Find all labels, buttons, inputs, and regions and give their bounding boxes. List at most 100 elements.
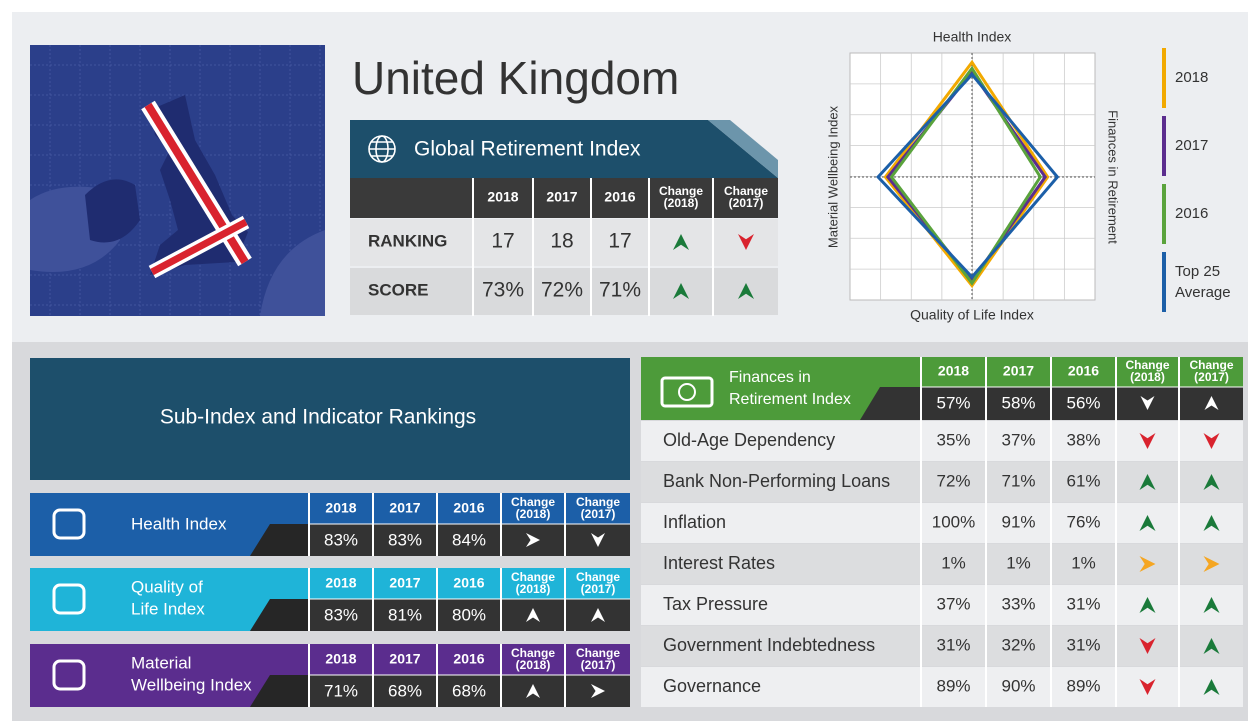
change-arrow xyxy=(1139,474,1156,490)
column-header: (2018) xyxy=(516,507,551,521)
axis-label: Finances in Retirement xyxy=(1106,110,1121,244)
fin-row xyxy=(641,585,1243,625)
change-arrow xyxy=(1203,515,1220,531)
column-header: Change xyxy=(1189,358,1233,372)
gri-title: Global Retirement Index xyxy=(414,138,641,161)
row-label: RANKING xyxy=(368,231,447,250)
block-label: Quality of xyxy=(131,577,203,596)
cell: 80% xyxy=(452,605,486,624)
column-header: 2018 xyxy=(325,575,356,591)
cell: 68% xyxy=(388,681,422,700)
column-header: (2018) xyxy=(1130,370,1165,384)
column-header: (2018) xyxy=(516,582,551,596)
cell: 90% xyxy=(1001,676,1035,695)
cell: 71% xyxy=(599,279,641,302)
cell: 31% xyxy=(936,635,970,654)
column-header: 2018 xyxy=(938,363,969,379)
cell: 76% xyxy=(1066,512,1100,531)
cell: 61% xyxy=(1066,471,1100,490)
change-arrow xyxy=(526,608,540,622)
cell: 31% xyxy=(1066,594,1100,613)
column-header: 2017 xyxy=(389,500,420,516)
gri-row xyxy=(350,268,778,315)
column-header: Change xyxy=(511,646,555,660)
block-bevel xyxy=(250,599,310,631)
cell: 56% xyxy=(1066,393,1100,412)
gri-banner-edge xyxy=(708,120,778,178)
row-label: Bank Non-Performing Loans xyxy=(663,471,890,491)
change-arrow xyxy=(1203,638,1220,654)
cell: 83% xyxy=(388,530,422,549)
cell: 17 xyxy=(491,230,514,253)
change-arrow xyxy=(1203,474,1220,490)
radar-series xyxy=(876,72,1060,280)
cell: 84% xyxy=(452,530,486,549)
change-arrow xyxy=(1139,638,1156,654)
cell: 100% xyxy=(932,512,975,531)
legend-label: 2018 xyxy=(1175,69,1208,86)
map xyxy=(30,45,325,316)
block-label: Wellbeing Index xyxy=(131,675,252,694)
column-header: (2017) xyxy=(729,196,764,210)
change-arrow xyxy=(1203,597,1220,613)
axis-label: Quality of Life Index xyxy=(910,307,1034,323)
cell: 81% xyxy=(388,605,422,624)
money-icon xyxy=(660,376,714,408)
column-header: 2017 xyxy=(389,575,420,591)
cell: 17 xyxy=(608,230,631,253)
country-title: United Kingdom xyxy=(352,52,679,104)
legend-label: Top 25 Average xyxy=(1175,263,1231,301)
row-label: Old-Age Dependency xyxy=(663,430,835,450)
fin-row xyxy=(641,544,1243,584)
cell: 57% xyxy=(936,393,970,412)
change-arrow xyxy=(526,684,540,698)
change-arrow xyxy=(591,684,605,698)
fin-row xyxy=(641,462,1243,502)
block-label: Material xyxy=(131,653,191,672)
cell: 32% xyxy=(1001,635,1035,654)
cell: 83% xyxy=(324,605,358,624)
gri-header-row xyxy=(350,178,778,218)
change-arrow xyxy=(1140,396,1155,410)
radar-series xyxy=(889,65,1043,286)
column-header: Change xyxy=(511,570,555,584)
column-header: 2016 xyxy=(453,651,484,667)
gri-banner xyxy=(350,120,778,178)
column-header: 2017 xyxy=(389,651,420,667)
change-arrow xyxy=(1203,556,1220,572)
axis-label: Health Index xyxy=(933,29,1012,45)
cell: 1% xyxy=(941,553,966,572)
change-arrow xyxy=(738,283,754,299)
block-dark xyxy=(250,599,630,631)
column-header: Change xyxy=(576,495,620,509)
column-header: 2018 xyxy=(325,500,356,516)
cell: 83% xyxy=(324,530,358,549)
change-arrow xyxy=(1139,679,1156,695)
change-arrow xyxy=(1203,433,1220,449)
block-bevel xyxy=(250,524,310,556)
change-arrow xyxy=(673,283,689,299)
column-header: (2017) xyxy=(1194,370,1229,384)
column-header: 2016 xyxy=(604,189,635,205)
column-header: Change xyxy=(1125,358,1169,372)
change-arrow xyxy=(526,533,540,547)
change-arrow xyxy=(1139,433,1156,449)
column-header: (2018) xyxy=(664,196,699,210)
cell: 71% xyxy=(1001,471,1035,490)
column-header: Change xyxy=(724,184,768,198)
column-header: Change xyxy=(576,570,620,584)
change-arrow xyxy=(1139,515,1156,531)
legend-label: 2016 xyxy=(1175,205,1208,222)
cell: 35% xyxy=(936,430,970,449)
row-label: Governance xyxy=(663,676,761,696)
column-header: Change xyxy=(511,495,555,509)
column-header: 2016 xyxy=(453,500,484,516)
cell: 1% xyxy=(1071,553,1096,572)
cell: 31% xyxy=(1066,635,1100,654)
legend-swatch xyxy=(1162,184,1166,244)
change-arrow xyxy=(1139,597,1156,613)
fin-row xyxy=(641,626,1243,666)
column-header: 2017 xyxy=(546,189,577,205)
column-header: (2018) xyxy=(516,658,551,672)
